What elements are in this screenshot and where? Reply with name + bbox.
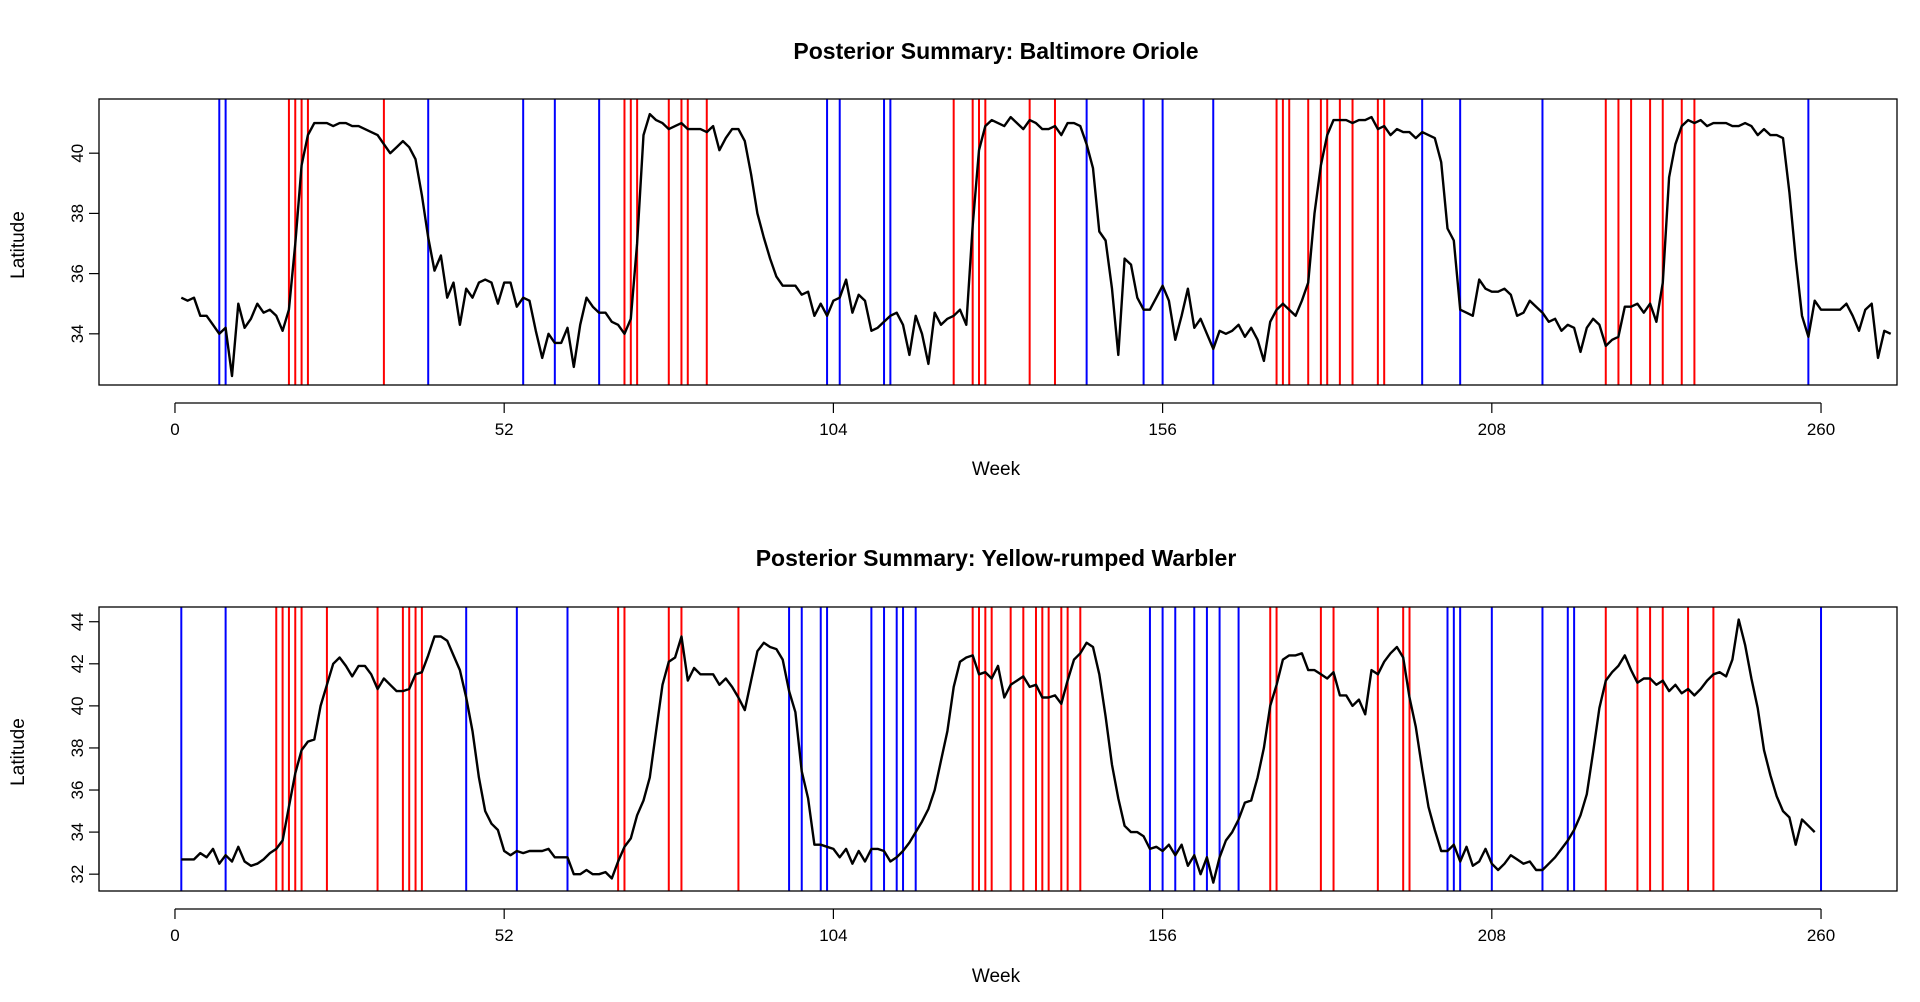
y-tick-label: 34 (68, 324, 87, 343)
panel-yellow-rumped-warbler: Posterior Summary: Yellow-rumped Warbler… (8, 545, 1898, 987)
y-tick-label: 40 (68, 696, 87, 715)
x-tick-label: 260 (1807, 420, 1835, 439)
y-tick-label: 38 (68, 738, 87, 757)
y-tick-label: 34 (68, 823, 87, 842)
plot-frame (98, 98, 1898, 386)
x-tick-label: 156 (1148, 420, 1176, 439)
x-tick-label: 104 (819, 420, 847, 439)
x-tick-label: 104 (819, 926, 847, 945)
chart-title: Posterior Summary: Baltimore Oriole (793, 38, 1198, 64)
x-tick-label: 260 (1807, 926, 1835, 945)
x-tick-label: 0 (170, 420, 179, 439)
y-tick-label: 36 (68, 264, 87, 283)
x-tick-label: 52 (495, 926, 514, 945)
y-tick-label: 36 (68, 781, 87, 800)
plot-frame (98, 606, 1898, 892)
x-tick-label: 0 (170, 926, 179, 945)
x-axis-label: Week (972, 966, 1021, 987)
x-axis-label: Week (972, 459, 1021, 480)
latitude-series-line (180, 112, 1892, 378)
y-tick-label: 44 (68, 612, 87, 631)
latitude-series-line (181, 618, 1816, 884)
y-tick-label: 40 (68, 144, 87, 163)
x-tick-label: 208 (1478, 926, 1506, 945)
x-tick-label: 208 (1478, 420, 1506, 439)
chart-title: Posterior Summary: Yellow-rumped Warbler (756, 545, 1237, 571)
y-axis-label: Latitude (8, 718, 29, 786)
panel-baltimore-oriole: Posterior Summary: Baltimore Oriole Week… (8, 38, 1898, 480)
y-axis-label: Latitude (8, 211, 29, 279)
y-tick-label: 32 (68, 865, 87, 884)
x-tick-label: 52 (495, 420, 514, 439)
y-tick-label: 42 (68, 654, 87, 673)
x-tick-label: 156 (1148, 926, 1176, 945)
y-tick-label: 38 (68, 204, 87, 223)
